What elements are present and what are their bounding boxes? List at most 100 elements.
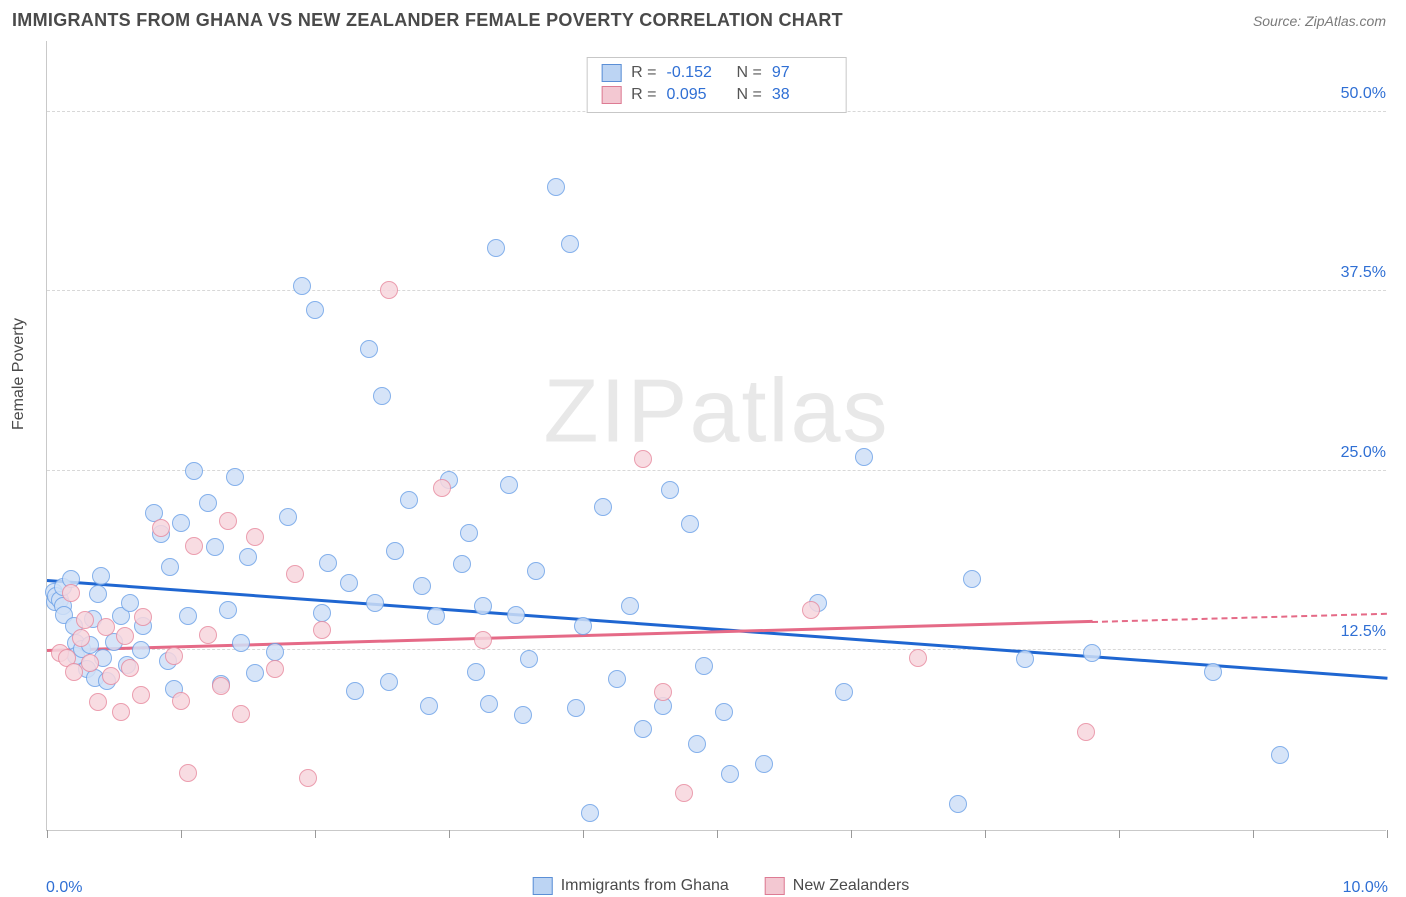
data-point — [634, 720, 652, 738]
data-point — [319, 554, 337, 572]
data-point — [661, 481, 679, 499]
data-point — [386, 542, 404, 560]
data-point — [963, 570, 981, 588]
data-point — [1083, 644, 1101, 662]
data-point — [909, 649, 927, 667]
data-point — [634, 450, 652, 468]
data-point — [266, 643, 284, 661]
chart-title: IMMIGRANTS FROM GHANA VS NEW ZEALANDER F… — [12, 10, 843, 31]
y-tick-label: 37.5% — [1339, 264, 1388, 282]
data-point — [279, 508, 297, 526]
data-point — [179, 764, 197, 782]
legend-label-nz: New Zealanders — [793, 877, 910, 895]
data-point — [681, 515, 699, 533]
n-label: N = — [737, 84, 762, 106]
data-point — [346, 682, 364, 700]
data-point — [340, 574, 358, 592]
data-point — [232, 705, 250, 723]
data-point — [199, 494, 217, 512]
data-point — [467, 663, 485, 681]
data-point — [1077, 723, 1095, 741]
data-point — [199, 626, 217, 644]
x-tick — [181, 830, 182, 838]
series-legend: Immigrants from Ghana New Zealanders — [533, 877, 910, 895]
data-point — [373, 387, 391, 405]
chart-area: ZIPatlas R = -0.152 N = 97 R = 0.095 N =… — [46, 41, 1396, 831]
swatch-nz — [601, 86, 621, 104]
x-tick — [583, 830, 584, 838]
data-point — [226, 468, 244, 486]
data-point — [232, 634, 250, 652]
x-tick — [449, 830, 450, 838]
x-axis-start: 0.0% — [46, 879, 82, 897]
watermark-light: atlas — [689, 361, 889, 461]
n-label: N = — [737, 62, 762, 84]
data-point — [366, 594, 384, 612]
data-point — [500, 476, 518, 494]
n-value-ghana: 97 — [772, 62, 832, 84]
data-point — [102, 667, 120, 685]
y-tick-label: 25.0% — [1339, 444, 1388, 462]
data-point — [581, 804, 599, 822]
data-point — [608, 670, 626, 688]
data-point — [286, 565, 304, 583]
x-tick — [47, 830, 48, 838]
r-label: R = — [631, 62, 656, 84]
data-point — [62, 584, 80, 602]
data-point — [313, 604, 331, 622]
data-point — [121, 659, 139, 677]
gridline — [47, 649, 1386, 650]
data-point — [413, 577, 431, 595]
data-point — [453, 555, 471, 573]
data-point — [460, 524, 478, 542]
data-point — [715, 703, 733, 721]
data-point — [293, 277, 311, 295]
x-tick — [717, 830, 718, 838]
r-value-ghana: -0.152 — [667, 62, 727, 84]
data-point — [547, 178, 565, 196]
data-point — [219, 601, 237, 619]
gridline — [47, 470, 1386, 471]
legend-label-ghana: Immigrants from Ghana — [561, 877, 729, 895]
chart-header: IMMIGRANTS FROM GHANA VS NEW ZEALANDER F… — [0, 0, 1406, 37]
data-point — [400, 491, 418, 509]
x-tick — [1253, 830, 1254, 838]
watermark-bold: ZIP — [543, 361, 689, 461]
data-point — [1271, 746, 1289, 764]
data-point — [266, 660, 284, 678]
data-point — [755, 755, 773, 773]
data-point — [527, 562, 545, 580]
data-point — [81, 654, 99, 672]
data-point — [514, 706, 532, 724]
data-point — [92, 567, 110, 585]
r-label: R = — [631, 84, 656, 106]
data-point — [427, 607, 445, 625]
n-value-nz: 38 — [772, 84, 832, 106]
data-point — [132, 686, 150, 704]
y-axis-label: Female Poverty — [10, 318, 28, 430]
data-point — [567, 699, 585, 717]
trend-line — [47, 579, 1387, 680]
data-point — [313, 621, 331, 639]
x-tick — [851, 830, 852, 838]
x-tick — [1387, 830, 1388, 838]
data-point — [97, 618, 115, 636]
data-point — [487, 239, 505, 257]
data-point — [134, 608, 152, 626]
data-point — [306, 301, 324, 319]
data-point — [72, 629, 90, 647]
data-point — [165, 647, 183, 665]
data-point — [246, 528, 264, 546]
data-point — [132, 641, 150, 659]
data-point — [161, 558, 179, 576]
data-point — [474, 631, 492, 649]
plot-region: ZIPatlas R = -0.152 N = 97 R = 0.095 N =… — [46, 41, 1386, 831]
data-point — [299, 769, 317, 787]
data-point — [949, 795, 967, 813]
data-point — [480, 695, 498, 713]
data-point — [1204, 663, 1222, 681]
data-point — [89, 693, 107, 711]
data-point — [420, 697, 438, 715]
data-point — [675, 784, 693, 802]
data-point — [360, 340, 378, 358]
